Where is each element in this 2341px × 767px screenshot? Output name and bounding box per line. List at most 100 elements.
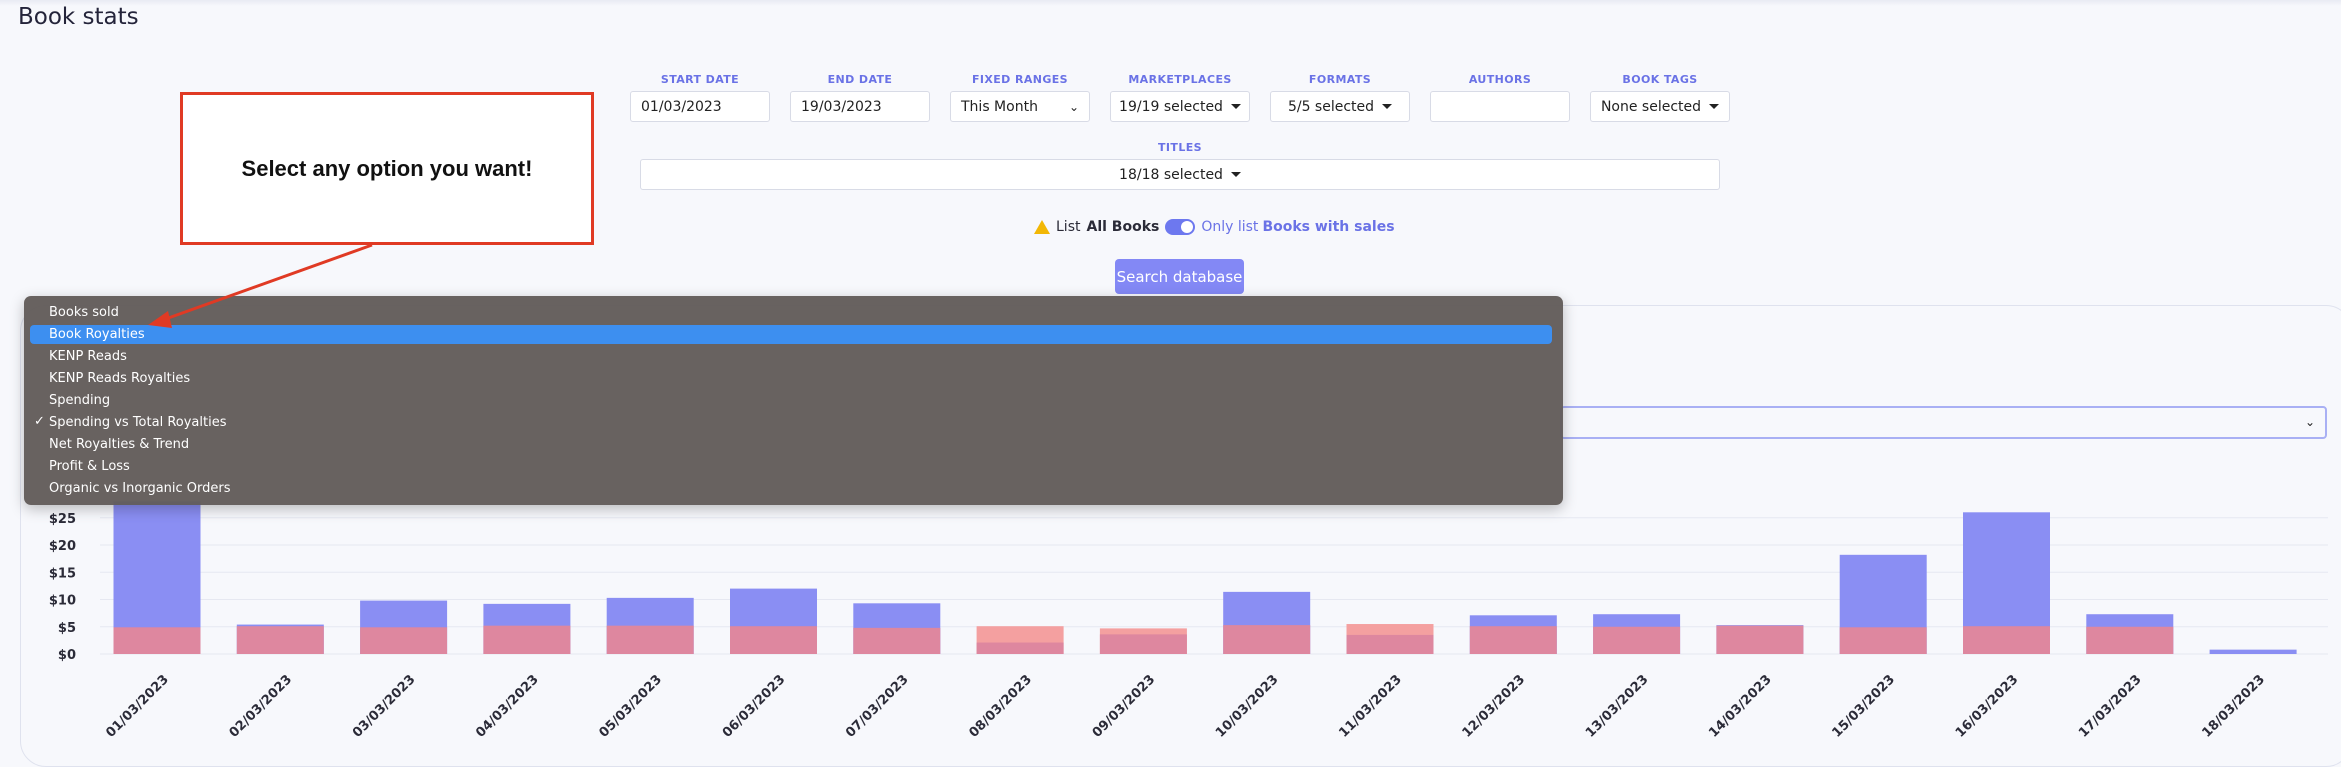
menu-item-label: Profit & Loss xyxy=(49,459,130,474)
book-tags-dropdown[interactable]: None selected xyxy=(1590,91,1730,122)
fixed-ranges-select[interactable]: This Month ⌄ xyxy=(950,91,1090,122)
x-tick-label: 02/03/2023 xyxy=(227,672,295,740)
x-tick-label: 15/03/2023 xyxy=(1830,672,1898,740)
menu-item-spending[interactable]: Spending xyxy=(30,391,1552,410)
menu-item-label: Spending xyxy=(49,393,111,408)
bar-spending xyxy=(1593,626,1681,654)
marketplaces-label: MARKETPLACES xyxy=(1128,73,1232,86)
x-tick-label: 17/03/2023 xyxy=(2076,672,2144,740)
formats-dropdown[interactable]: 5/5 selected xyxy=(1270,91,1410,122)
x-tick-label: 14/03/2023 xyxy=(1706,672,1774,740)
menu-item-label: KENP Reads xyxy=(49,349,127,364)
menu-item-spending-vs-total-royalties[interactable]: ✓ Spending vs Total Royalties xyxy=(30,413,1552,432)
menu-item-profit-loss[interactable]: Profit & Loss xyxy=(30,457,1552,476)
caret-down-icon xyxy=(1709,104,1720,109)
toggle-knob xyxy=(1181,221,1194,233)
menu-item-book-royalties[interactable]: Book Royalties xyxy=(30,325,1552,344)
y-tick-label: $5 xyxy=(58,621,76,636)
x-tick-label: 06/03/2023 xyxy=(720,672,788,740)
menu-item-label: Net Royalties & Trend xyxy=(49,437,190,452)
menu-item-label: Organic vs Inorganic Orders xyxy=(49,481,231,496)
book-tags-value: None selected xyxy=(1600,98,1702,115)
toggle-books-with-sales: Books with sales xyxy=(1262,219,1395,235)
bar-spending xyxy=(483,625,571,654)
menu-item-label: KENP Reads Royalties xyxy=(49,371,191,386)
books-list-toggle-row: List All Books Only list Books with sale… xyxy=(1034,216,1395,238)
titles-value: 18/18 selected xyxy=(1119,166,1223,183)
end-date-label: END DATE xyxy=(827,73,893,86)
bar-spending xyxy=(236,626,324,654)
x-tick-label: 13/03/2023 xyxy=(1583,672,1651,740)
bar-royalties xyxy=(2209,649,2297,654)
marketplaces-value: 19/19 selected xyxy=(1119,98,1223,115)
chart-type-select[interactable]: ⌄ xyxy=(1560,406,2327,439)
x-tick-label: 18/03/2023 xyxy=(2199,672,2267,740)
bar-spending xyxy=(1963,626,2050,654)
bar-spending xyxy=(853,627,941,654)
bar-spending xyxy=(730,626,817,654)
authors-input[interactable] xyxy=(1430,91,1570,122)
x-tick-label: 12/03/2023 xyxy=(1460,672,1528,740)
start-date-value: 01/03/2023 xyxy=(641,98,722,115)
bar-spending xyxy=(113,627,201,654)
bar-royalties xyxy=(976,642,1064,654)
caret-down-icon xyxy=(1230,104,1241,109)
bar-spending xyxy=(1223,625,1311,654)
authors-label: AUTHORS xyxy=(1468,73,1532,86)
chart-type-menu: Books sold Book Royalties KENP Reads KEN… xyxy=(24,296,1563,505)
start-date-label: START DATE xyxy=(660,73,740,86)
menu-item-label: Books sold xyxy=(49,305,119,320)
x-tick-label: 07/03/2023 xyxy=(843,672,911,740)
fixed-ranges-label: FIXED RANGES xyxy=(971,73,1069,86)
formats-label: FORMATS xyxy=(1308,73,1372,86)
formats-value: 5/5 selected xyxy=(1287,98,1375,115)
y-tick-label: $0 xyxy=(58,648,76,663)
menu-item-label: Book Royalties xyxy=(49,327,145,342)
titles-label: TITLES xyxy=(1158,141,1202,154)
menu-item-kenp-reads[interactable]: KENP Reads xyxy=(30,347,1552,366)
warning-icon xyxy=(1034,220,1050,234)
caret-down-icon xyxy=(1230,172,1241,177)
menu-item-books-sold[interactable]: Books sold xyxy=(30,303,1552,322)
page-title: Book stats xyxy=(18,4,139,30)
top-shadow xyxy=(0,0,2341,6)
menu-item-organic-vs-inorganic[interactable]: Organic vs Inorganic Orders xyxy=(30,479,1552,498)
start-date-input[interactable]: 01/03/2023 xyxy=(630,91,770,122)
bar-royalties xyxy=(1346,634,1434,654)
x-tick-label: 16/03/2023 xyxy=(1953,672,2021,740)
menu-item-kenp-reads-royalties[interactable]: KENP Reads Royalties xyxy=(30,369,1552,388)
toggle-prefix: List xyxy=(1056,219,1081,235)
caret-down-icon xyxy=(1382,104,1393,109)
bar-spending xyxy=(360,627,448,654)
chart-y-ticks: $0 $5 $10 $15 $20 $25 xyxy=(49,512,76,663)
bar-spending xyxy=(1716,625,1804,654)
end-date-input[interactable]: 19/03/2023 xyxy=(790,91,930,122)
y-tick-label: $10 xyxy=(49,594,76,609)
bar-chart: $0 $5 $10 $15 $20 $25 01/03/2023 02/03/2023 03/… xyxy=(49,501,2328,741)
books-list-toggle[interactable] xyxy=(1165,219,1196,235)
bar-spending xyxy=(2086,626,2174,654)
annotation-text: Select any option you want! xyxy=(241,155,533,181)
chart-gridlines xyxy=(100,517,2328,655)
x-tick-label: 10/03/2023 xyxy=(1213,672,1281,740)
x-tick-label: 05/03/2023 xyxy=(597,672,665,740)
menu-item-label: Spending vs Total Royalties xyxy=(49,415,227,430)
book-tags-label: BOOK TAGS xyxy=(1622,73,1698,86)
x-tick-label: 04/03/2023 xyxy=(473,672,541,740)
toggle-only-text: Only list xyxy=(1201,219,1259,235)
chevron-down-icon: ⌄ xyxy=(2304,415,2315,429)
menu-item-net-royalties-trend[interactable]: Net Royalties & Trend xyxy=(30,435,1552,454)
y-tick-label: $25 xyxy=(49,512,76,527)
bar-spending xyxy=(1839,627,1927,654)
search-database-button[interactable]: Search database xyxy=(1115,259,1244,294)
end-date-value: 19/03/2023 xyxy=(801,98,882,115)
x-tick-label: 03/03/2023 xyxy=(350,672,418,740)
check-icon: ✓ xyxy=(34,414,45,429)
x-tick-label: 11/03/2023 xyxy=(1336,672,1404,740)
bar-spending xyxy=(1469,626,1557,654)
x-tick-label: 08/03/2023 xyxy=(966,672,1034,740)
marketplaces-dropdown[interactable]: 19/19 selected xyxy=(1110,91,1250,122)
y-tick-label: $20 xyxy=(49,539,76,554)
titles-dropdown[interactable]: 18/18 selected xyxy=(640,159,1720,190)
bar-spending xyxy=(606,625,694,654)
